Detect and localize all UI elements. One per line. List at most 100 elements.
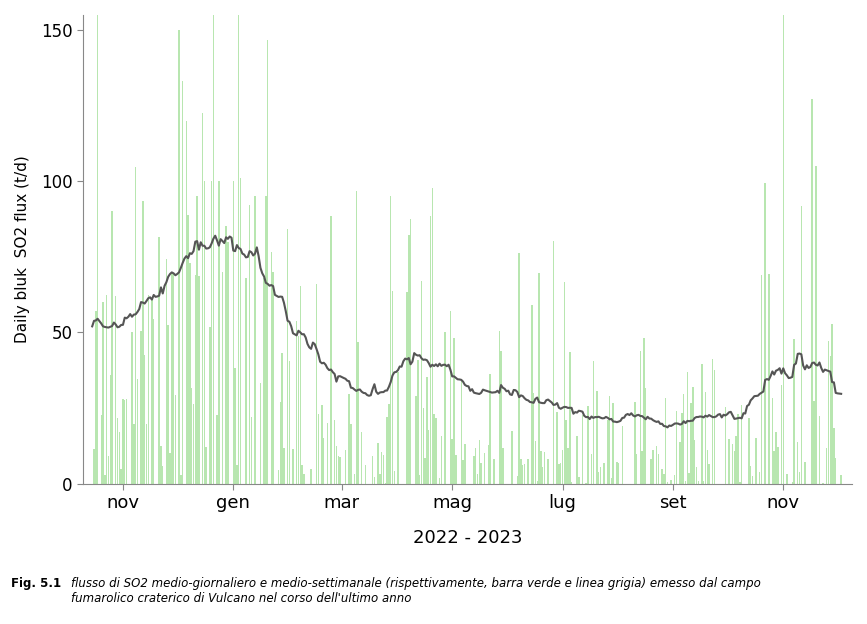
Bar xyxy=(524,464,525,484)
Bar xyxy=(535,441,536,484)
Bar xyxy=(174,395,176,484)
Bar xyxy=(94,449,95,484)
Bar xyxy=(420,281,422,484)
Bar xyxy=(612,402,614,484)
Bar xyxy=(490,374,491,484)
Bar xyxy=(553,241,554,484)
Bar xyxy=(254,197,256,484)
Bar xyxy=(815,167,817,484)
Bar xyxy=(520,459,522,484)
Bar xyxy=(681,412,682,484)
Bar xyxy=(712,359,714,484)
Bar xyxy=(587,406,589,484)
Bar xyxy=(502,448,504,484)
Bar xyxy=(714,369,715,484)
Bar xyxy=(216,416,218,484)
Bar xyxy=(616,462,617,484)
Bar xyxy=(173,273,174,484)
Bar xyxy=(695,467,697,484)
Bar xyxy=(748,417,750,484)
Bar xyxy=(708,464,710,484)
Bar xyxy=(780,385,782,484)
Bar xyxy=(527,459,529,484)
Bar xyxy=(209,327,211,484)
Bar xyxy=(430,216,431,484)
Bar xyxy=(665,398,667,484)
Bar xyxy=(119,432,120,484)
Bar xyxy=(640,351,641,484)
Bar xyxy=(735,436,737,484)
Bar xyxy=(240,178,241,484)
Bar xyxy=(194,275,196,484)
Bar xyxy=(435,417,437,484)
Bar xyxy=(537,480,538,484)
Bar xyxy=(477,474,479,484)
Bar xyxy=(692,387,694,484)
Bar xyxy=(658,454,659,484)
Bar xyxy=(484,452,486,484)
Bar xyxy=(377,442,379,484)
Bar xyxy=(122,399,124,484)
Bar xyxy=(303,474,304,484)
Bar xyxy=(499,331,500,484)
Bar xyxy=(302,465,303,484)
Bar xyxy=(818,416,820,484)
Bar xyxy=(124,400,126,484)
Bar xyxy=(162,466,164,484)
Bar xyxy=(397,372,399,484)
Bar xyxy=(111,211,113,484)
Bar xyxy=(238,15,239,484)
Bar xyxy=(707,450,708,484)
Bar xyxy=(690,404,692,484)
Bar xyxy=(432,188,433,484)
Bar xyxy=(643,338,645,484)
Bar xyxy=(786,474,787,484)
Bar xyxy=(147,295,149,484)
Bar xyxy=(151,299,153,484)
Bar xyxy=(222,272,223,484)
Bar xyxy=(267,41,269,484)
Bar xyxy=(186,121,187,484)
Bar xyxy=(567,448,569,484)
Bar xyxy=(698,481,699,484)
Bar xyxy=(592,361,594,484)
Y-axis label: Daily bluk  SO2 flux (t/d): Daily bluk SO2 flux (t/d) xyxy=(15,155,30,343)
Bar xyxy=(355,191,357,484)
Bar xyxy=(336,446,337,484)
Bar xyxy=(656,446,657,484)
Bar xyxy=(381,452,382,484)
Bar xyxy=(424,459,426,484)
Bar xyxy=(121,469,122,484)
Bar xyxy=(705,392,707,484)
Bar xyxy=(685,481,687,484)
Bar xyxy=(728,439,730,484)
Bar xyxy=(840,475,842,484)
Bar xyxy=(444,333,446,484)
Bar xyxy=(339,457,341,484)
Bar xyxy=(562,450,564,484)
Bar xyxy=(652,450,654,484)
Bar xyxy=(135,167,136,484)
Bar xyxy=(137,379,138,484)
X-axis label: 2022 - 2023: 2022 - 2023 xyxy=(413,529,522,547)
Bar xyxy=(607,419,609,484)
Bar xyxy=(493,459,494,484)
Bar xyxy=(133,424,134,484)
Bar xyxy=(167,324,169,484)
Bar xyxy=(232,181,234,484)
Bar xyxy=(667,482,668,484)
Bar xyxy=(663,474,665,484)
Bar xyxy=(765,183,766,484)
Bar xyxy=(192,404,194,484)
Bar xyxy=(310,469,312,484)
Bar xyxy=(374,477,375,484)
Bar xyxy=(354,474,355,484)
Bar xyxy=(350,424,352,484)
Bar xyxy=(453,338,454,484)
Bar xyxy=(126,399,127,484)
Bar xyxy=(683,394,684,484)
Bar xyxy=(578,477,579,484)
Bar xyxy=(598,472,599,484)
Bar xyxy=(392,291,394,484)
Bar xyxy=(212,15,214,484)
